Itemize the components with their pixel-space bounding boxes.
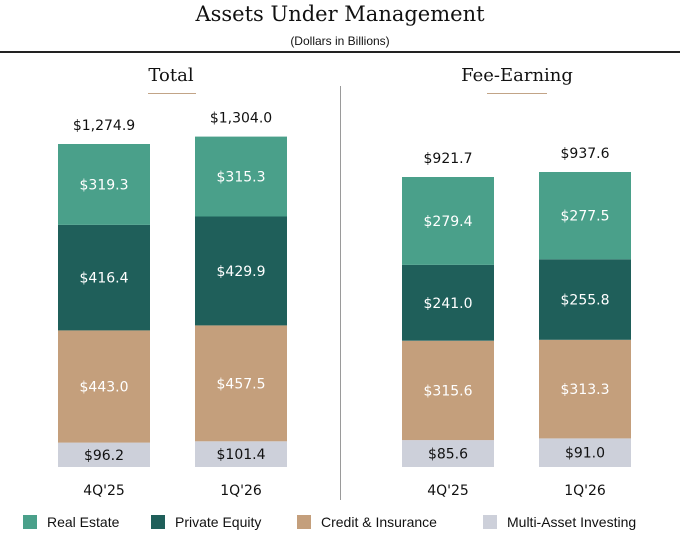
panel-divider (340, 86, 341, 500)
data-label-total-1q-26-multi-asset-investing: $101.4 (217, 447, 266, 463)
data-label-fee-earning-4q-25-private-equity: $241.0 (424, 296, 473, 312)
total-label-fee-earning-4q-25: $921.7 (424, 151, 473, 167)
legend-label-credit-insurance: Credit & Insurance (321, 514, 437, 530)
data-label-total-1q-26-private-equity: $429.9 (217, 264, 266, 280)
panel-underline-fee-earning (487, 93, 547, 94)
chart-title: Assets Under Management (195, 2, 485, 26)
legend-label-real-estate: Real Estate (47, 514, 120, 530)
legend: Real Estate Private Equity Credit & Insu… (0, 514, 680, 532)
total-label-total-1q-26: $1,304.0 (210, 111, 272, 127)
legend-label-private-equity: Private Equity (175, 514, 262, 530)
bar-segment-total-1q-26-private-equity (195, 216, 287, 326)
category-label-total-4q-25: 4Q'25 (83, 483, 125, 499)
bar-segment-fee-earning-4q-25-real-estate (402, 177, 494, 265)
bar-segment-total-4q-25-real-estate (58, 144, 150, 225)
panel-underline-total (148, 93, 196, 94)
bar-segment-total-4q-25-credit-and-insurance (58, 330, 150, 443)
bar-segment-fee-earning-1q-26-multi-asset-investing (539, 438, 631, 467)
data-label-total-4q-25-multi-asset-investing: $96.2 (84, 448, 124, 464)
data-label-total-1q-26-credit-and-insurance: $457.5 (217, 376, 266, 392)
data-label-fee-earning-1q-26-private-equity: $255.8 (561, 293, 610, 309)
total-label-fee-earning-1q-26: $937.6 (561, 146, 610, 162)
data-label-total-4q-25-credit-and-insurance: $443.0 (80, 380, 129, 396)
bar-segment-fee-earning-1q-26-private-equity (539, 259, 631, 340)
bar-segment-fee-earning-1q-26-credit-and-insurance (539, 339, 631, 439)
bar-segment-fee-earning-4q-25-multi-asset-investing (402, 440, 494, 467)
category-label-total-1q-26: 1Q'26 (220, 483, 262, 499)
title-rule (0, 51, 680, 53)
data-label-fee-earning-1q-26-real-estate: $277.5 (561, 209, 610, 225)
data-label-fee-earning-4q-25-multi-asset-investing: $85.6 (428, 447, 468, 463)
category-label-fee-earning-4q-25: 4Q'25 (427, 483, 469, 499)
bar-segment-total-1q-26-credit-and-insurance (195, 325, 287, 442)
category-label-fee-earning-1q-26: 1Q'26 (564, 483, 606, 499)
data-label-fee-earning-4q-25-real-estate: $279.4 (424, 214, 473, 230)
data-label-total-1q-26-real-estate: $315.3 (217, 170, 266, 186)
legend-item-private-equity: Private Equity (151, 514, 261, 530)
legend-swatch-private-equity (151, 515, 165, 529)
panel-title-total: Total (148, 65, 194, 86)
legend-swatch-credit-insurance (297, 515, 311, 529)
legend-item-multi-asset: Multi-Asset Investing (483, 514, 636, 530)
bar-segment-total-1q-26-real-estate (195, 136, 287, 217)
bar-segment-total-4q-25-private-equity (58, 224, 150, 331)
data-label-fee-earning-1q-26-credit-and-insurance: $313.3 (561, 382, 610, 398)
legend-label-multi-asset: Multi-Asset Investing (507, 514, 637, 530)
chart-subtitle: (Dollars in Billions) (290, 34, 390, 48)
data-label-fee-earning-4q-25-credit-and-insurance: $315.6 (424, 383, 473, 399)
legend-item-credit-insurance: Credit & Insurance (297, 514, 437, 530)
data-label-fee-earning-1q-26-multi-asset-investing: $91.0 (565, 446, 605, 462)
bar-segment-total-4q-25-multi-asset-investing (58, 442, 150, 467)
legend-item-real-estate: Real Estate (23, 514, 119, 530)
legend-swatch-multi-asset (483, 515, 497, 529)
data-label-total-4q-25-private-equity: $416.4 (80, 271, 129, 287)
panel-title-fee-earning: Fee-Earning (461, 65, 573, 86)
bar-segment-fee-earning-4q-25-credit-and-insurance (402, 340, 494, 441)
data-label-total-4q-25-real-estate: $319.3 (80, 177, 129, 193)
bar-segment-fee-earning-1q-26-real-estate (539, 172, 631, 260)
total-label-total-4q-25: $1,274.9 (73, 118, 135, 134)
bar-segment-total-1q-26-multi-asset-investing (195, 441, 287, 467)
legend-swatch-real-estate (23, 515, 37, 529)
bar-segment-fee-earning-4q-25-private-equity (402, 264, 494, 341)
